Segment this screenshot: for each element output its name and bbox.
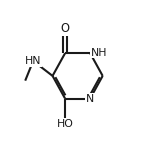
Text: HN: HN xyxy=(25,56,41,66)
Text: O: O xyxy=(61,22,70,35)
Text: N: N xyxy=(86,94,94,104)
Text: HO: HO xyxy=(57,119,74,129)
Text: NH: NH xyxy=(91,48,107,58)
